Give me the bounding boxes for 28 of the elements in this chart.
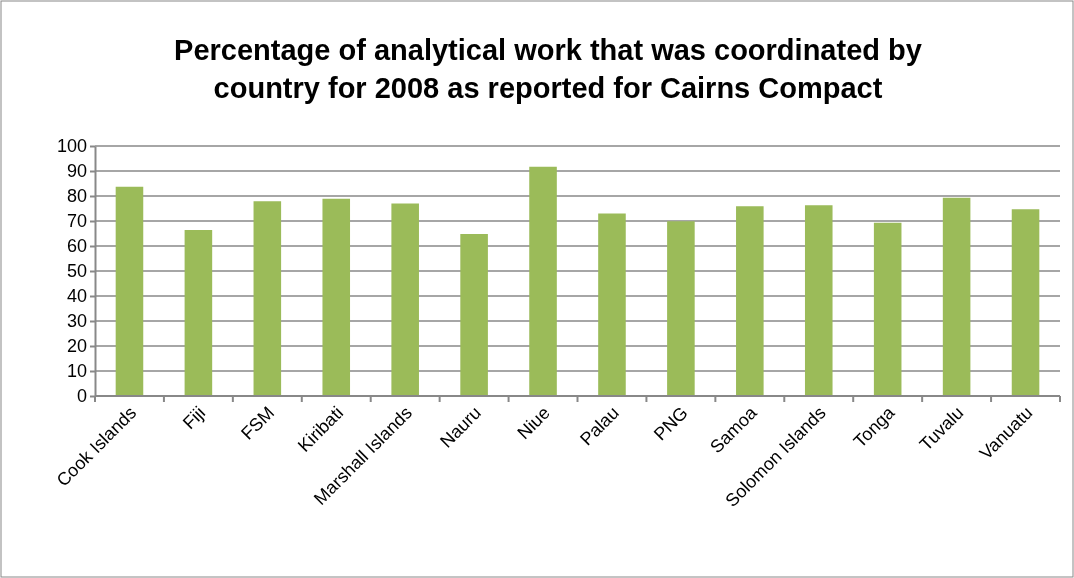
bar	[804, 205, 833, 396]
y-tick-label: 80	[66, 186, 87, 207]
bar	[529, 166, 557, 396]
y-tick-label: 100	[56, 136, 87, 157]
bar	[736, 206, 764, 396]
bar	[942, 197, 971, 396]
bar	[253, 201, 282, 396]
bar	[873, 222, 902, 396]
bar	[1011, 209, 1040, 396]
y-tick-label: 0	[76, 386, 87, 407]
chart-title: Percentage of analytical work that was coordinated by country for 2008 as reported for Cairns Compact	[174, 34, 922, 104]
x-tick-label: Niue	[513, 402, 554, 444]
y-tick-label: 60	[66, 236, 87, 257]
y-tick-label: 70	[66, 211, 87, 232]
y-tick-label: 20	[66, 336, 87, 357]
y-tick-label: 90	[66, 161, 87, 182]
bar	[391, 203, 419, 396]
bar	[460, 234, 488, 396]
y-tick-label: 30	[66, 311, 87, 332]
bar	[667, 221, 695, 396]
x-tick-label: Fiji	[178, 402, 210, 434]
y-tick-label: 50	[66, 261, 87, 282]
y-tick-label: 10	[66, 361, 87, 382]
y-tick-label: 40	[66, 286, 87, 307]
bar	[115, 186, 144, 396]
bar	[322, 198, 351, 396]
bar	[598, 213, 626, 396]
bar	[184, 230, 213, 396]
